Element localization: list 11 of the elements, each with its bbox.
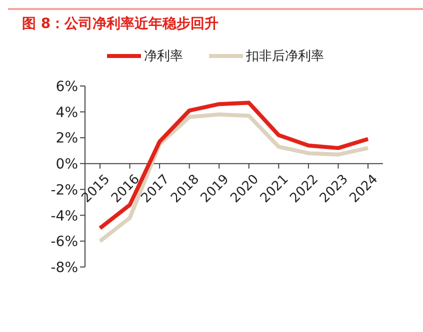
y-tick-label: 0% [56, 156, 78, 173]
y-tick-label: -4% [50, 208, 78, 224]
y-tick-label: 2% [56, 130, 78, 147]
legend-label: 扣非后净利率 [245, 48, 324, 65]
y-tick-label: -6% [50, 234, 78, 250]
y-tick-label: -2% [50, 182, 78, 198]
legend-label: 净利率 [143, 48, 183, 65]
chart-title: 图 8：公司净利率近年稳步回升 [22, 15, 220, 34]
y-tick-label: -8% [50, 260, 78, 276]
y-tick-label: 4% [56, 104, 78, 121]
y-tick-label: 6% [56, 78, 78, 95]
